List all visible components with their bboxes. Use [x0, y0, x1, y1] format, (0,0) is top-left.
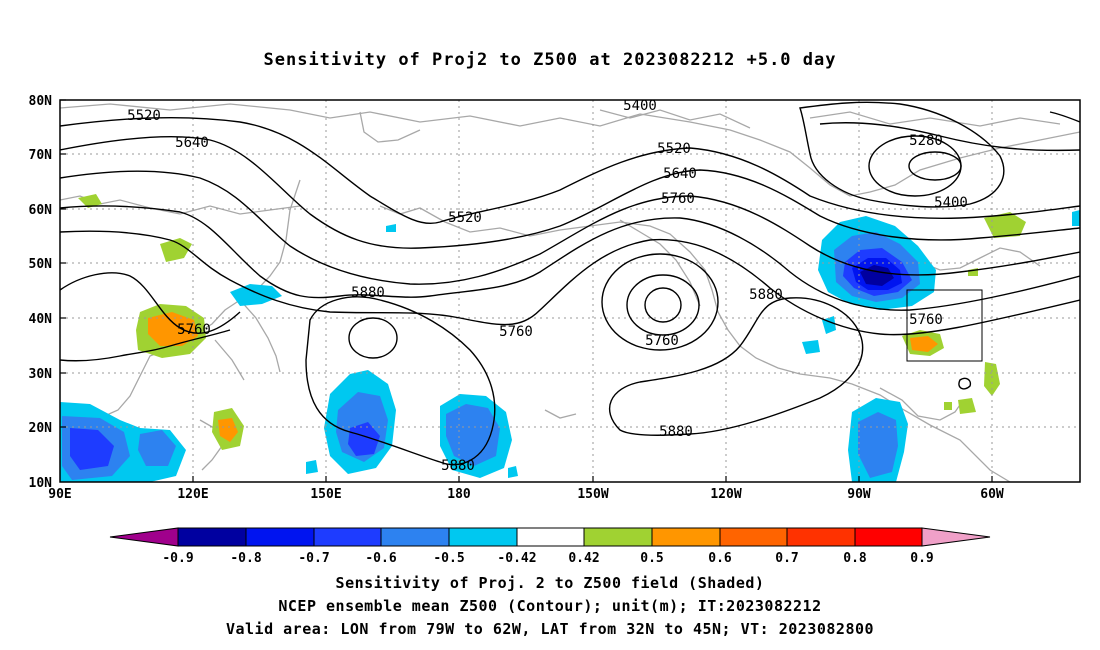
lon-label: 90W: [847, 487, 871, 502]
lon-label: 120E: [177, 487, 208, 502]
lat-label: 40N: [29, 312, 53, 327]
colorbar-cell: [245, 527, 315, 547]
colorbar-label: -0.6: [365, 551, 396, 566]
colorbar-cell: [583, 527, 653, 547]
map-frame: [59, 99, 1081, 483]
axis-ticks: [60, 99, 993, 482]
lat-label: 10N: [29, 476, 53, 491]
lon-label: 90E: [48, 487, 71, 502]
colorbar-label: 0.42: [568, 551, 599, 566]
caption-contour: NCEP ensemble mean Z500 (Contour); unit(…: [278, 597, 822, 615]
contour-label: 5640: [175, 135, 209, 151]
contour-label: 5760: [499, 324, 533, 340]
contour-labels: 5520 5640 5520 5880 5760 5400 5520 5640 …: [127, 98, 968, 474]
contour-label: 5760: [645, 333, 679, 349]
colorbar-label: -0.7: [298, 551, 329, 566]
lat-label: 70N: [29, 148, 53, 163]
colorbar-label: 0.8: [843, 551, 867, 566]
contour-label: 5400: [623, 98, 657, 114]
colorbar-cell: [854, 527, 923, 547]
colorbar-cell: [109, 527, 179, 547]
contour-label: 5400: [934, 195, 968, 211]
lon-label: 60W: [980, 487, 1004, 502]
colorbar-cell: [651, 527, 721, 547]
colorbar-label: -0.9: [162, 551, 193, 566]
contour-label: 5880: [749, 287, 783, 303]
contour-label: 5880: [351, 285, 385, 301]
colorbar-cell: [921, 527, 991, 547]
contour-label: 5760: [661, 191, 695, 207]
contour-label: 5760: [909, 312, 943, 328]
contour-label: 5640: [663, 166, 697, 182]
contour-label: 5280: [909, 133, 943, 149]
latitude-labels: 80N 70N 60N 50N 40N 30N 20N 10N: [29, 94, 53, 491]
lat-label: 20N: [29, 421, 53, 436]
contour-label: 5520: [127, 108, 161, 124]
colorbar-cell: [786, 527, 856, 547]
contour-label: 5880: [441, 458, 475, 474]
contour-label: 5760: [177, 322, 211, 338]
lat-label: 30N: [29, 367, 53, 382]
contour-label: 5880: [659, 424, 693, 440]
caption-shading: Sensitivity of Proj. 2 to Z500 field (Sh…: [335, 574, 765, 592]
colorbar-cell: [448, 527, 518, 547]
z500-contours: [60, 101, 1080, 466]
map-title: Sensitivity of Proj2 to Z500 at 20230822…: [263, 50, 837, 70]
colorbar-label: 0.5: [640, 551, 663, 566]
colorbar: -0.9 -0.8 -0.7 -0.6 -0.5 -0.42 0.42 0.5 …: [109, 527, 991, 566]
colorbar-cell: [177, 527, 247, 547]
gridlines: [60, 100, 1080, 482]
lat-label: 80N: [29, 94, 53, 109]
colorbar-label: 0.7: [775, 551, 798, 566]
coastlines: [60, 103, 1080, 482]
colorbar-cell: [516, 527, 585, 547]
lon-label: 180: [447, 487, 471, 502]
colorbar-label: 0.9: [910, 551, 933, 566]
contour-label: 5520: [657, 141, 691, 157]
colorbar-cell: [380, 527, 450, 547]
contour-label: 5520: [448, 210, 482, 226]
colorbar-label: 0.6: [708, 551, 732, 566]
colorbar-label: -0.5: [433, 551, 464, 566]
lat-label: 50N: [29, 257, 53, 272]
longitude-labels: 90E 120E 150E 180 150W 120W 90W 60W: [48, 487, 1004, 502]
colorbar-label: -0.42: [497, 551, 536, 566]
colorbar-cell: [313, 527, 382, 547]
caption-valid-area: Valid area: LON from 79W to 62W, LAT fro…: [225, 620, 875, 638]
colorbar-label: -0.8: [230, 551, 261, 566]
lon-label: 120W: [710, 487, 741, 502]
colorbar-cell: [719, 527, 788, 547]
lon-label: 150E: [310, 487, 341, 502]
lat-label: 60N: [29, 203, 53, 218]
validation-area-box: [906, 289, 983, 362]
lon-label: 150W: [577, 487, 608, 502]
